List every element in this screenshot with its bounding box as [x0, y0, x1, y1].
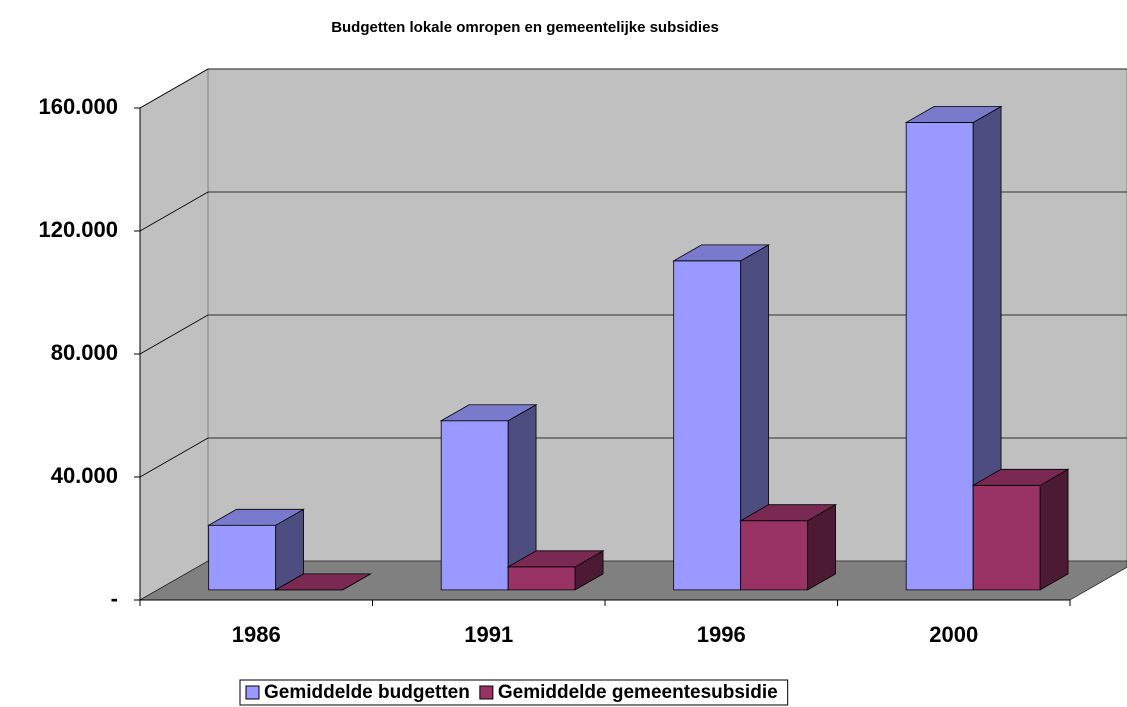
- bar: [971, 468, 1070, 591]
- bar: [274, 573, 373, 591]
- bar-top: [739, 504, 838, 522]
- y-tick-label: 120.000: [38, 217, 118, 242]
- bar-top: [506, 550, 605, 568]
- bar-top: [274, 573, 373, 591]
- chart-title: Budgetten lokale omropen en gemeentelijk…: [331, 19, 719, 36]
- bar-top: [439, 404, 538, 422]
- legend-label: Gemiddelde gemeentesubsidie: [498, 682, 778, 703]
- bar-top: [672, 244, 771, 262]
- bar-top: [971, 468, 1070, 486]
- bar-top: [207, 508, 306, 526]
- x-tick-label: 2000: [929, 622, 978, 647]
- bar-front: [972, 484, 1041, 591]
- x-tick-label: 1991: [464, 622, 513, 647]
- x-tick-label: 1986: [232, 622, 281, 647]
- bar-top: [904, 106, 1003, 123]
- bar: [672, 244, 771, 591]
- bar: [739, 503, 838, 591]
- grid-line: [139, 68, 209, 109]
- grid-line: [139, 191, 209, 232]
- legend: Gemiddelde budgetten Gemiddelde gemeentes…: [239, 679, 789, 706]
- legend-label: Gemiddelde budgetten: [264, 682, 470, 703]
- grid-line: [139, 437, 209, 478]
- bar: [904, 105, 1003, 591]
- bar-front: [673, 260, 742, 591]
- legend-swatch: [245, 685, 260, 700]
- bar-front: [507, 566, 576, 591]
- bar-front: [905, 122, 974, 591]
- bar: [506, 550, 605, 591]
- y-tick-label: 160.000: [38, 94, 118, 119]
- bar: [439, 404, 538, 591]
- grid-line: [139, 314, 209, 355]
- bar-front: [440, 420, 509, 591]
- y-tick-label: 80.000: [51, 340, 118, 365]
- legend-box: [239, 679, 789, 706]
- legend-swatch: [479, 685, 494, 700]
- y-tick-label: 40.000: [51, 463, 118, 488]
- bar-front: [740, 520, 809, 591]
- bar-front: [208, 524, 277, 591]
- y-tick-label: -: [111, 586, 118, 611]
- bar-side: [1039, 468, 1069, 591]
- x-tick-label: 1996: [697, 622, 746, 647]
- bar: [207, 508, 306, 591]
